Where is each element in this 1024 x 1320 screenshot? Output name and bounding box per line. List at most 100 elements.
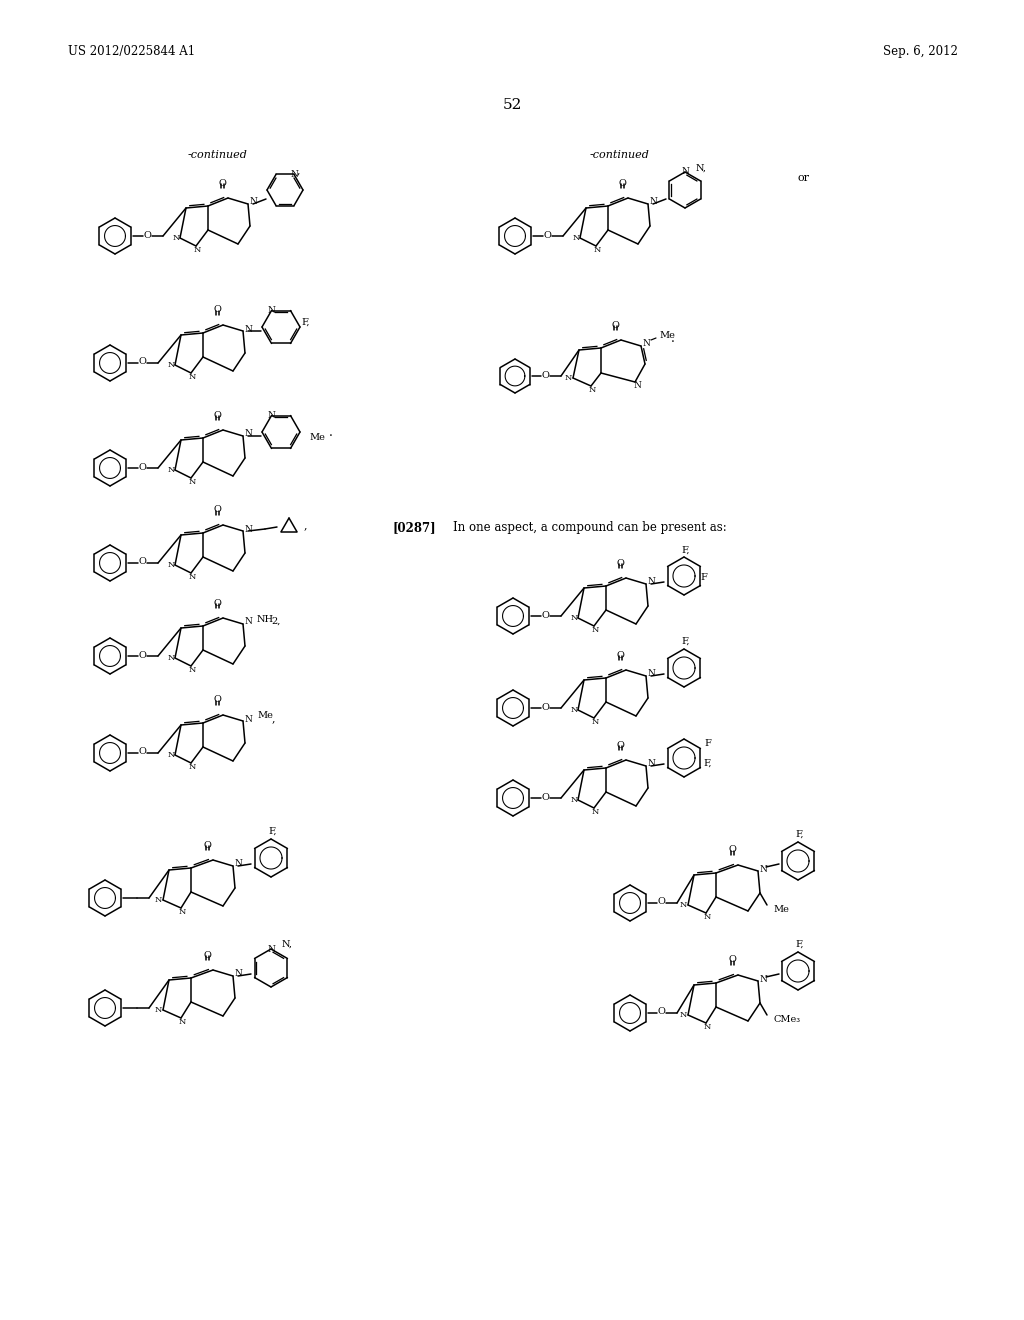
Text: N: N bbox=[647, 578, 655, 586]
Text: N,: N, bbox=[695, 164, 707, 173]
Text: O: O bbox=[218, 178, 226, 187]
Text: F,: F, bbox=[302, 318, 310, 326]
Text: In one aspect, a compound can be present as:: In one aspect, a compound can be present… bbox=[453, 521, 727, 535]
Text: N: N bbox=[178, 1018, 185, 1026]
Text: ,: , bbox=[296, 165, 300, 176]
Text: Me: Me bbox=[659, 331, 675, 341]
Text: O: O bbox=[541, 702, 549, 711]
Text: [0287]: [0287] bbox=[393, 521, 436, 535]
Text: N: N bbox=[570, 706, 578, 714]
Text: O: O bbox=[541, 792, 549, 801]
Text: N: N bbox=[244, 429, 252, 438]
Text: Me: Me bbox=[773, 904, 788, 913]
Text: O: O bbox=[616, 558, 624, 568]
Text: 52: 52 bbox=[503, 98, 521, 112]
Text: F,: F, bbox=[703, 759, 713, 767]
Text: F,: F, bbox=[268, 826, 278, 836]
Text: N: N bbox=[249, 198, 257, 206]
Text: N: N bbox=[681, 168, 689, 177]
Text: N: N bbox=[290, 170, 298, 180]
Text: N: N bbox=[647, 759, 655, 768]
Text: or: or bbox=[798, 173, 810, 183]
Text: O: O bbox=[728, 846, 736, 854]
Text: N: N bbox=[267, 306, 275, 315]
Text: N: N bbox=[591, 718, 599, 726]
Text: N: N bbox=[633, 381, 641, 391]
Text: Me: Me bbox=[309, 433, 325, 441]
Text: O: O bbox=[138, 557, 146, 566]
Text: F,: F, bbox=[796, 940, 804, 949]
Text: N: N bbox=[703, 1023, 711, 1031]
Text: O: O bbox=[138, 747, 146, 756]
Text: NH: NH bbox=[257, 615, 274, 623]
Text: O: O bbox=[611, 321, 618, 330]
Text: O: O bbox=[616, 651, 624, 660]
Text: N: N bbox=[234, 859, 242, 869]
Text: N: N bbox=[647, 669, 655, 678]
Text: US 2012/0225844 A1: US 2012/0225844 A1 bbox=[68, 45, 196, 58]
Text: N: N bbox=[194, 246, 201, 253]
Text: F: F bbox=[705, 739, 712, 748]
Text: .: . bbox=[329, 426, 333, 440]
Text: N: N bbox=[167, 561, 175, 569]
Text: N: N bbox=[244, 714, 252, 723]
Text: N: N bbox=[188, 374, 196, 381]
Text: N: N bbox=[649, 198, 657, 206]
Text: N: N bbox=[759, 865, 767, 874]
Text: O: O bbox=[657, 1007, 665, 1016]
Text: N: N bbox=[679, 1011, 687, 1019]
Text: N: N bbox=[591, 808, 599, 816]
Text: N: N bbox=[570, 796, 578, 804]
Text: O: O bbox=[138, 651, 146, 660]
Text: N: N bbox=[167, 466, 175, 474]
Text: N: N bbox=[267, 411, 275, 420]
Text: N: N bbox=[679, 902, 687, 909]
Text: N: N bbox=[167, 360, 175, 370]
Text: CMe₃: CMe₃ bbox=[773, 1015, 800, 1023]
Text: O: O bbox=[657, 898, 665, 907]
Text: N: N bbox=[172, 234, 179, 242]
Text: ,: , bbox=[303, 520, 307, 531]
Text: N: N bbox=[642, 339, 650, 348]
Text: O: O bbox=[213, 598, 221, 607]
Text: N: N bbox=[155, 1006, 162, 1014]
Text: N: N bbox=[234, 969, 242, 978]
Text: N: N bbox=[244, 524, 252, 533]
Text: O: O bbox=[616, 741, 624, 750]
Text: -continued: -continued bbox=[188, 150, 248, 160]
Text: F,: F, bbox=[682, 636, 690, 645]
Text: O: O bbox=[203, 841, 211, 850]
Text: O: O bbox=[541, 371, 549, 380]
Text: N: N bbox=[188, 763, 196, 771]
Text: O: O bbox=[213, 305, 221, 314]
Text: O: O bbox=[138, 358, 146, 367]
Text: Sep. 6, 2012: Sep. 6, 2012 bbox=[883, 45, 958, 58]
Text: O: O bbox=[618, 178, 626, 187]
Text: N: N bbox=[167, 653, 175, 663]
Text: N: N bbox=[188, 573, 196, 581]
Text: F,: F, bbox=[682, 545, 690, 554]
Text: N: N bbox=[188, 478, 196, 486]
Text: N: N bbox=[188, 667, 196, 675]
Text: O: O bbox=[143, 231, 151, 239]
Text: ,: , bbox=[271, 713, 274, 723]
Text: N,: N, bbox=[282, 940, 293, 949]
Text: N: N bbox=[267, 945, 274, 953]
Text: N: N bbox=[570, 614, 578, 622]
Text: N: N bbox=[244, 325, 252, 334]
Text: N: N bbox=[759, 974, 767, 983]
Text: -continued: -continued bbox=[590, 150, 650, 160]
Text: N: N bbox=[589, 385, 596, 393]
Text: 2,: 2, bbox=[271, 616, 281, 626]
Text: O: O bbox=[138, 462, 146, 471]
Text: N: N bbox=[155, 896, 162, 904]
Text: N: N bbox=[703, 913, 711, 921]
Text: O: O bbox=[728, 956, 736, 965]
Text: .: . bbox=[671, 331, 675, 345]
Text: O: O bbox=[543, 231, 551, 239]
Text: Me: Me bbox=[257, 711, 272, 721]
Text: O: O bbox=[203, 950, 211, 960]
Text: O: O bbox=[213, 411, 221, 420]
Text: N: N bbox=[593, 246, 601, 253]
Text: N: N bbox=[167, 751, 175, 759]
